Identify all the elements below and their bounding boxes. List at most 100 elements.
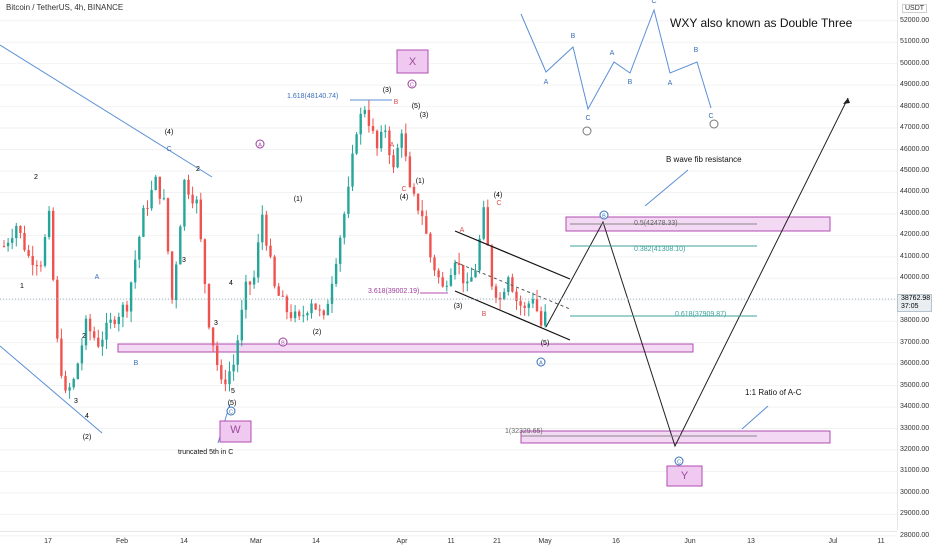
candle-body (72, 379, 75, 388)
candle-body (474, 270, 477, 278)
candle-body (302, 315, 305, 317)
wave-circle-marker (407, 79, 417, 89)
wave-circle-marker (536, 357, 546, 367)
candle-body (490, 245, 494, 287)
fib-0618-label: 0.618(37909.87) (675, 311, 727, 318)
candle-body (416, 193, 420, 211)
candle-body (109, 319, 112, 323)
candle-body (544, 311, 547, 326)
candle-body (531, 299, 535, 304)
price-tick: 36000.00 (900, 360, 930, 368)
price-tick: 45000.00 (900, 166, 930, 174)
candle-body (224, 379, 227, 385)
gridlines (0, 20, 897, 537)
wave-label: A (668, 80, 673, 87)
fib-1618-label: 1.618(48140.74) (287, 93, 339, 100)
candle-body (269, 245, 272, 257)
fib-3618-label: 3.618(39002.19) (368, 288, 420, 295)
price-scale[interactable]: 28000.00 29000.00 30000.00 31000.00 32000.00… (897, 0, 932, 539)
target-zone (520, 430, 831, 444)
candle-body (539, 311, 543, 326)
candle-body (129, 282, 133, 312)
wave-label: B (571, 33, 576, 40)
candle-body (248, 281, 252, 285)
candle-body (523, 305, 526, 308)
candle-body (146, 207, 149, 209)
truncated-note: truncated 5th in C (178, 449, 234, 456)
candle-body (257, 242, 260, 278)
candle-body (351, 153, 354, 187)
candle-body (203, 239, 207, 284)
price-candles (2, 100, 547, 399)
candle-body (462, 264, 465, 284)
box-y-label: Y (680, 470, 689, 482)
price-tick: 34000.00 (900, 403, 930, 411)
wave-label: C (585, 115, 590, 122)
candle-body (318, 309, 321, 311)
candle-body (380, 131, 383, 149)
wave-circle-marker (226, 406, 236, 416)
candle-body (408, 156, 412, 187)
candle-body (363, 109, 366, 114)
candle-body (27, 250, 30, 256)
wave-label: 3 (214, 320, 218, 327)
candle-body (498, 297, 502, 300)
support-zone (117, 343, 694, 353)
time-tick: 17 (44, 538, 52, 545)
currency-badge[interactable]: USDT (902, 4, 928, 13)
wave-circle-marker (674, 456, 684, 466)
fib-1-label: 1(32329.65) (505, 428, 543, 435)
time-scale[interactable]: 17 Feb 14 Mar 14 Apr 11 21 May 16 Jun 13 Jul 11 (0, 531, 897, 551)
time-tick: 16 (612, 538, 620, 545)
candle-body (15, 225, 18, 239)
wxy-title: WXY also known as Double Three (670, 16, 853, 30)
candle-body (68, 387, 71, 391)
candle-body (314, 303, 317, 310)
price-tick: 50000.00 (900, 59, 930, 67)
price-tick: 40000.00 (900, 274, 930, 282)
channel-top (454, 230, 571, 280)
wave-label: (3) (420, 112, 429, 119)
candle-body (515, 291, 518, 302)
candle-body (494, 286, 498, 298)
fib-05-label: 0.5(42478.33) (634, 220, 678, 227)
callout-b-fib (644, 169, 689, 207)
wave-label: 3 (74, 398, 78, 405)
candle-body (6, 242, 10, 247)
candle-body (371, 126, 375, 131)
candle-body (76, 363, 79, 380)
candle-body (535, 299, 539, 312)
candle-body (23, 233, 26, 251)
time-tick: 13 (747, 538, 755, 545)
price-tick: 30000.00 (900, 488, 930, 496)
wave-label: B (482, 311, 487, 318)
wave-labels: 2 1 2 3 4 (2) (4) 2 3 4 3 5 (5) (1) (2) (3) (5) (3) (1) (4)… (20, 0, 719, 466)
time-tick: May (538, 538, 552, 545)
projection-arrowhead (843, 98, 850, 104)
wave-label: (1) (294, 196, 303, 203)
candle-body (191, 194, 194, 204)
wave-label: 3 (182, 257, 186, 264)
candle-body (404, 133, 407, 157)
candle-body (195, 199, 198, 204)
wave-label: (5) (541, 340, 550, 347)
candle-body (466, 281, 469, 284)
candle-body (125, 304, 129, 312)
time-tick: 14 (312, 538, 320, 545)
wave-label: A (544, 79, 549, 86)
wave-circle-marker (709, 119, 719, 129)
candle-body (441, 277, 444, 287)
candle-body (503, 291, 506, 300)
candle-body (527, 303, 530, 308)
box-x (396, 49, 429, 74)
candle-body (429, 233, 432, 258)
last-price-tag: 38762.98 37:05 (897, 294, 932, 312)
candle-body (306, 313, 309, 316)
wave-label: 5 (231, 388, 235, 395)
candle-body (507, 277, 510, 292)
last-price-value: 38762.98 (901, 295, 931, 302)
time-tick: Jun (684, 538, 696, 545)
candle-body (289, 312, 293, 319)
candle-body (273, 256, 276, 287)
